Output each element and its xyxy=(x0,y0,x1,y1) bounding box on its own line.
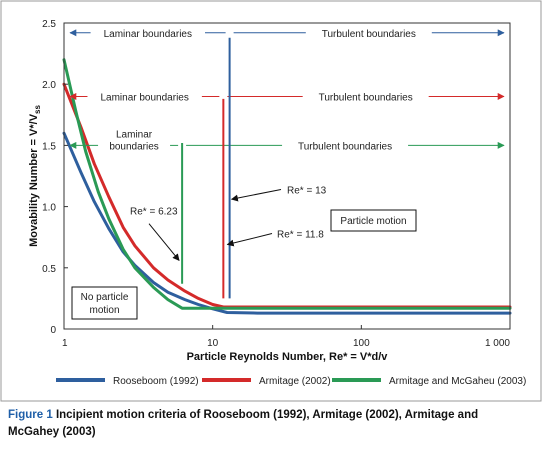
x-tick-label: 100 xyxy=(353,338,370,349)
particle-motion-label: Particle motion xyxy=(340,216,406,227)
no-particle-motion-box xyxy=(71,286,138,320)
no-particle-motion-line2: motion xyxy=(89,305,119,316)
re13-label: Re* = 13 xyxy=(287,185,327,196)
y-tick-label: 0.5 xyxy=(42,264,56,275)
re118-arrow xyxy=(226,233,273,247)
re623-label: Re* = 6.23 xyxy=(130,206,178,217)
y-axis-label-main: Movability Number = V*/V xyxy=(28,113,40,247)
re118-label: Re* = 11.8 xyxy=(277,230,324,241)
y-tick-label: 0 xyxy=(50,325,56,336)
y-tick-label: 2.5 xyxy=(42,19,56,30)
x-tick-label: 10 xyxy=(207,338,219,349)
plot-frame xyxy=(63,22,511,330)
legend-label: Armitage and McGaheu (2003) xyxy=(389,376,526,387)
x-tick-label: 1 000 xyxy=(485,338,510,349)
legend-label: Armitage (2002) xyxy=(259,376,331,387)
re13-arrow xyxy=(230,188,282,202)
y-tick-label: 2.0 xyxy=(42,80,56,91)
turbulent-label: Turbulent boundaries xyxy=(298,141,392,152)
series-line xyxy=(62,58,512,310)
y-tick-label: 1.5 xyxy=(42,141,56,152)
series-line xyxy=(62,131,512,315)
particle-motion-box xyxy=(330,209,417,232)
figure-caption: Figure 1 Incipient motion criteria of Ro… xyxy=(8,407,528,441)
y-axis-label: Movability Number = V*/Vss xyxy=(28,105,42,247)
re623-arrow xyxy=(148,223,180,261)
no-particle-motion-line1: No particle xyxy=(81,292,129,303)
laminar-label-line1: Laminar xyxy=(116,129,153,140)
figure-border xyxy=(0,0,542,402)
legend-label: Rooseboom (1992) xyxy=(113,376,199,387)
laminar-label: Laminar boundaries xyxy=(104,29,192,40)
x-axis-label: Particle Reynolds Number, Re* = V*d/v xyxy=(187,351,389,363)
laminar-label: Laminar boundaries xyxy=(100,92,188,103)
caption-text: Incipient motion criteria of Rooseboom (… xyxy=(8,409,479,438)
laminar-label-line2: boundaries xyxy=(109,141,158,152)
turbulent-label: Turbulent boundaries xyxy=(319,92,413,103)
caption-label: Figure 1 xyxy=(8,409,53,421)
x-tick-label: 1 xyxy=(62,338,68,349)
turbulent-label: Turbulent boundaries xyxy=(322,29,416,40)
y-axis-label-sub: ss xyxy=(33,105,42,114)
y-tick-label: 1.0 xyxy=(42,203,56,214)
